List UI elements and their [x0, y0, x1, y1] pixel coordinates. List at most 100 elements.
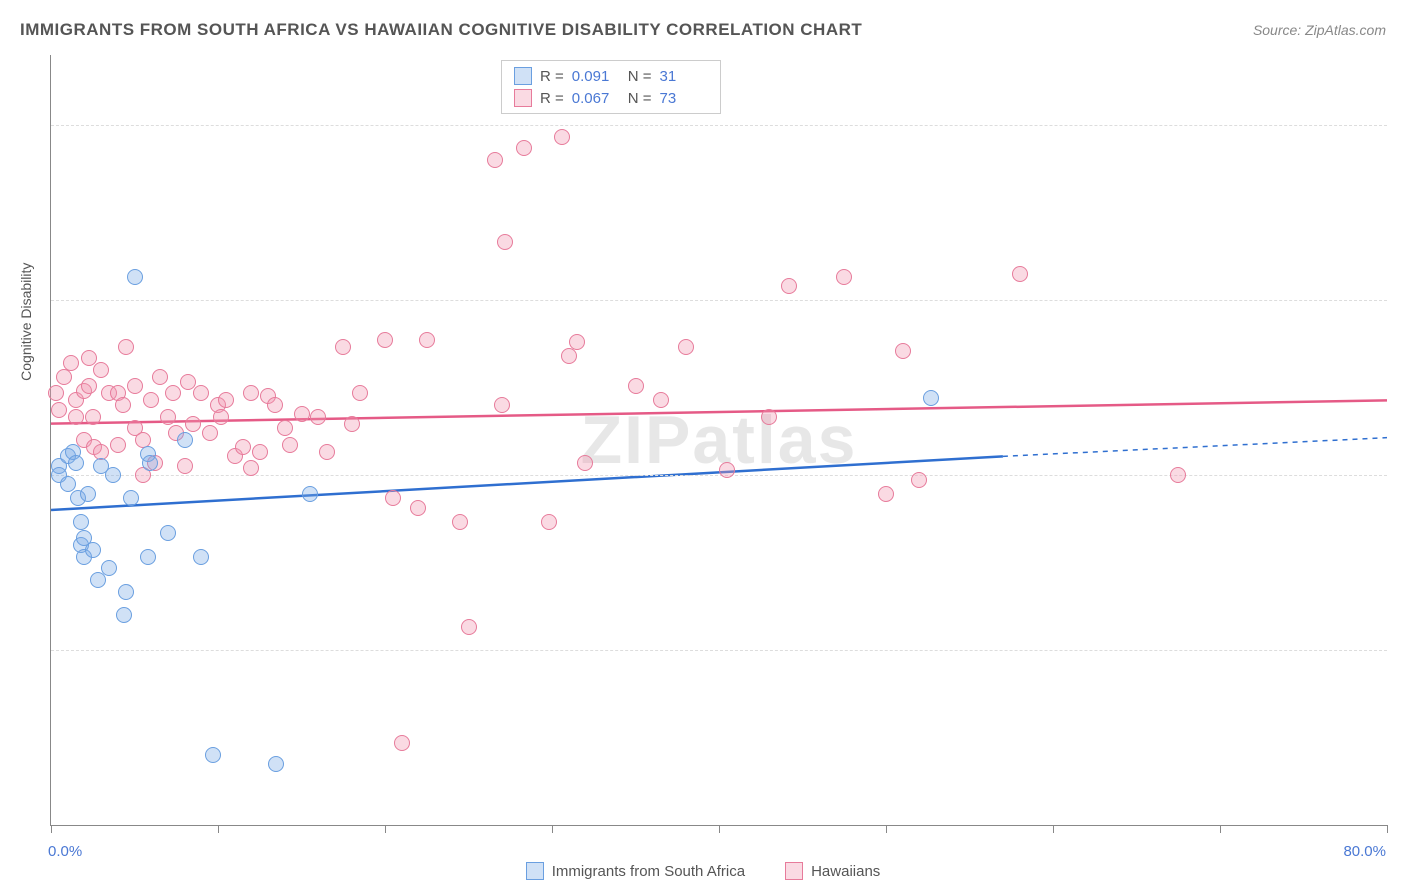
scatter-point-south_africa	[101, 560, 117, 576]
legend-swatch-icon	[526, 862, 544, 880]
scatter-point-hawaiians	[243, 385, 259, 401]
x-tick	[1387, 825, 1388, 833]
scatter-point-hawaiians	[252, 444, 268, 460]
scatter-point-hawaiians	[277, 420, 293, 436]
scatter-point-hawaiians	[185, 416, 201, 432]
x-tick-label-min: 0.0%	[48, 843, 82, 860]
x-tick	[385, 825, 386, 833]
scatter-point-south_africa	[142, 455, 158, 471]
scatter-point-hawaiians	[56, 369, 72, 385]
scatter-point-hawaiians	[319, 444, 335, 460]
trend-line-hawaiians	[51, 400, 1387, 423]
scatter-point-hawaiians	[494, 397, 510, 413]
scatter-point-south_africa	[140, 549, 156, 565]
scatter-point-hawaiians	[81, 378, 97, 394]
scatter-point-hawaiians	[554, 129, 570, 145]
trend-line-south_africa	[51, 456, 1003, 510]
x-tick	[886, 825, 887, 833]
x-tick	[51, 825, 52, 833]
x-tick	[1053, 825, 1054, 833]
scatter-point-south_africa	[60, 476, 76, 492]
scatter-point-hawaiians	[1170, 467, 1186, 483]
scatter-point-hawaiians	[410, 500, 426, 516]
scatter-point-hawaiians	[719, 462, 735, 478]
scatter-point-hawaiians	[561, 348, 577, 364]
scatter-point-hawaiians	[516, 140, 532, 156]
scatter-point-hawaiians	[93, 362, 109, 378]
scatter-point-south_africa	[160, 525, 176, 541]
gridline	[51, 650, 1387, 651]
scatter-point-hawaiians	[419, 332, 435, 348]
scatter-point-hawaiians	[377, 332, 393, 348]
scatter-point-hawaiians	[653, 392, 669, 408]
y-tick-label: 7.5%	[1394, 657, 1406, 674]
scatter-point-south_africa	[116, 607, 132, 623]
scatter-point-hawaiians	[193, 385, 209, 401]
scatter-point-hawaiians	[335, 339, 351, 355]
scatter-point-south_africa	[68, 455, 84, 471]
scatter-point-hawaiians	[115, 397, 131, 413]
scatter-point-hawaiians	[628, 378, 644, 394]
scatter-point-hawaiians	[68, 409, 84, 425]
scatter-point-hawaiians	[385, 490, 401, 506]
scatter-point-hawaiians	[85, 409, 101, 425]
scatter-point-hawaiians	[127, 378, 143, 394]
legend-item-south_africa: Immigrants from South Africa	[526, 862, 745, 880]
scatter-point-hawaiians	[452, 514, 468, 530]
scatter-point-hawaiians	[461, 619, 477, 635]
scatter-point-hawaiians	[678, 339, 694, 355]
scatter-point-south_africa	[85, 542, 101, 558]
scatter-point-hawaiians	[51, 402, 67, 418]
y-axis-title: Cognitive Disability	[18, 263, 34, 381]
scatter-point-hawaiians	[143, 392, 159, 408]
stats-legend: R =0.091N =31R =0.067N =73	[501, 60, 721, 114]
stat-r-value: 0.091	[572, 68, 620, 85]
x-tick	[719, 825, 720, 833]
legend-swatch-icon	[514, 67, 532, 85]
legend-item-hawaiians: Hawaiians	[785, 862, 880, 880]
source-attribution: Source: ZipAtlas.com	[1253, 22, 1386, 38]
legend-swatch-icon	[785, 862, 803, 880]
scatter-point-hawaiians	[48, 385, 64, 401]
stats-row-south_africa: R =0.091N =31	[502, 65, 720, 87]
scatter-point-south_africa	[105, 467, 121, 483]
chart-title: IMMIGRANTS FROM SOUTH AFRICA VS HAWAIIAN…	[20, 20, 862, 40]
scatter-point-south_africa	[123, 490, 139, 506]
scatter-point-hawaiians	[878, 486, 894, 502]
scatter-point-hawaiians	[497, 234, 513, 250]
scatter-point-hawaiians	[394, 735, 410, 751]
scatter-point-hawaiians	[235, 439, 251, 455]
y-tick-label: 22.5%	[1394, 307, 1406, 324]
scatter-point-hawaiians	[165, 385, 181, 401]
scatter-point-hawaiians	[836, 269, 852, 285]
scatter-point-hawaiians	[160, 409, 176, 425]
scatter-point-hawaiians	[118, 339, 134, 355]
scatter-point-hawaiians	[895, 343, 911, 359]
stat-r-label: R =	[540, 68, 564, 85]
scatter-point-south_africa	[205, 747, 221, 763]
legend-label: Immigrants from South Africa	[552, 863, 745, 880]
scatter-point-south_africa	[193, 549, 209, 565]
scatter-point-south_africa	[268, 756, 284, 772]
scatter-point-hawaiians	[352, 385, 368, 401]
scatter-point-hawaiians	[761, 409, 777, 425]
x-tick-label-max: 80.0%	[1343, 843, 1386, 860]
scatter-point-hawaiians	[282, 437, 298, 453]
watermark-bold: ZIP	[581, 402, 693, 478]
scatter-point-hawaiians	[781, 278, 797, 294]
scatter-point-hawaiians	[294, 406, 310, 422]
stats-row-hawaiians: R =0.067N =73	[502, 87, 720, 109]
trend-line-dash-south_africa	[1003, 438, 1387, 457]
plot-area: ZIPatlas 7.5%15.0%22.5%30.0%R =0.091N =3…	[50, 55, 1387, 826]
scatter-point-hawaiians	[344, 416, 360, 432]
scatter-point-hawaiians	[213, 409, 229, 425]
scatter-point-hawaiians	[63, 355, 79, 371]
stat-r-value: 0.067	[572, 90, 620, 107]
scatter-point-south_africa	[118, 584, 134, 600]
scatter-point-hawaiians	[1012, 266, 1028, 282]
scatter-point-hawaiians	[218, 392, 234, 408]
scatter-point-hawaiians	[911, 472, 927, 488]
scatter-point-south_africa	[177, 432, 193, 448]
scatter-point-hawaiians	[569, 334, 585, 350]
y-tick-label: 15.0%	[1394, 482, 1406, 499]
